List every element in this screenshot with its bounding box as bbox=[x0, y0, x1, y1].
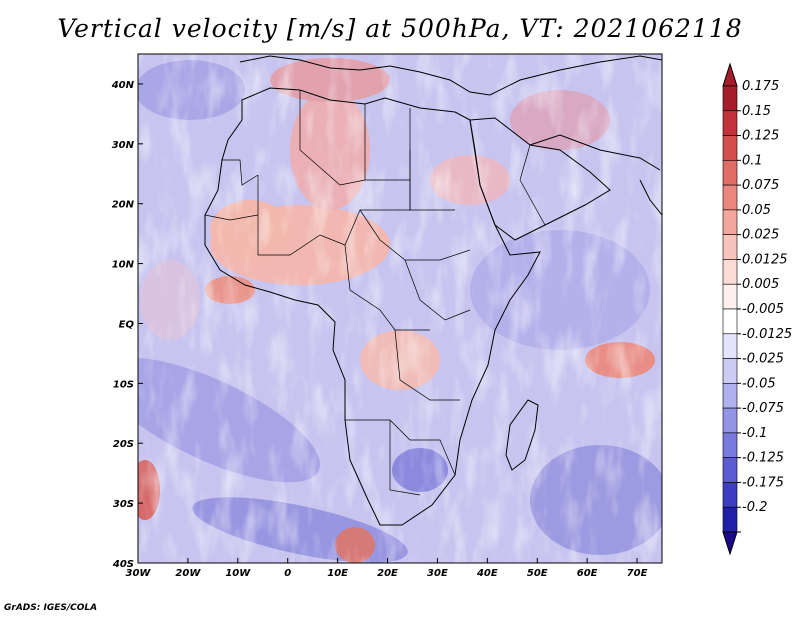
lon-tick-label: 30E bbox=[427, 568, 448, 579]
lon-tick-label: 60E bbox=[577, 568, 598, 579]
lat-tick-label: 20S bbox=[113, 439, 134, 450]
lon-tick-label: 10E bbox=[327, 568, 348, 579]
lat-tick-label: EQ bbox=[119, 319, 135, 330]
colorbar-label: 0.075 bbox=[742, 178, 779, 193]
colorbar-label: 0.025 bbox=[742, 228, 779, 243]
map-frame bbox=[137, 53, 663, 564]
colorbar-swatch bbox=[722, 110, 738, 136]
field-texture bbox=[138, 54, 662, 563]
velocity-field bbox=[138, 54, 662, 563]
lat-tick-label: 10S bbox=[113, 379, 134, 390]
colorbar-label: 0.0125 bbox=[742, 252, 788, 267]
colorbar-swatch bbox=[722, 160, 738, 186]
colorbar-swatch bbox=[722, 383, 738, 409]
madagascar-coastline bbox=[505, 399, 539, 471]
colorbar-swatch bbox=[722, 506, 738, 533]
grads-credit: GrADS: IGES/COLA bbox=[4, 603, 98, 613]
lon-tick-label: 20E bbox=[377, 568, 398, 579]
arabia-coastline bbox=[469, 117, 611, 241]
colorbar-label: -0.1 bbox=[742, 426, 767, 441]
colorbar: 0.175 0.15 0.125 0.1 0.075 0.05 0.025 0.0125 0.0… bbox=[722, 62, 792, 556]
colorbar-swatch bbox=[722, 184, 738, 211]
colorbar-label: 0.1 bbox=[742, 153, 763, 168]
colorbar-label: -0.0125 bbox=[742, 327, 792, 342]
colorbar-label: 0.05 bbox=[742, 203, 771, 218]
colorbar-label: -0.175 bbox=[742, 475, 784, 490]
lat-tick-label: 40S bbox=[112, 559, 134, 570]
map-title: Vertical velocity [m/s] at 500hPa, VT: 2… bbox=[57, 14, 743, 43]
africa-coastline bbox=[204, 87, 541, 526]
lon-tick-label: 0 bbox=[284, 568, 291, 579]
colorbar-swatch bbox=[722, 209, 738, 235]
colorbar-label: 0.125 bbox=[742, 129, 779, 144]
lon-tick-label: 20W bbox=[175, 568, 201, 579]
colorbar-label: -0.005 bbox=[742, 302, 784, 317]
lon-tick-label: 40E bbox=[476, 568, 498, 579]
lon-tick-label: 10W bbox=[225, 568, 251, 579]
lon-tick-label: 70E bbox=[627, 568, 648, 579]
colorbar-bottom-arrow bbox=[722, 531, 738, 556]
coastlines bbox=[204, 55, 662, 526]
colorbar-swatch bbox=[722, 234, 738, 260]
lat-axis: 40N 30N 20N 10N EQ 10S 20S 30S 40S bbox=[111, 80, 143, 570]
colorbar-label: -0.125 bbox=[742, 451, 784, 466]
colorbar-swatch bbox=[722, 135, 738, 161]
lon-axis: 30W 20W 10W 0 10E 20E 30E 40E 50E 60E 70E bbox=[126, 558, 648, 579]
lat-tick-label: 20N bbox=[112, 200, 135, 211]
lon-tick-label: 50E bbox=[527, 568, 548, 579]
colorbar-swatch bbox=[722, 358, 738, 384]
colorbar-label: 0.005 bbox=[742, 277, 779, 292]
colorbar-label: 0.175 bbox=[742, 79, 779, 94]
colorbar-swatch bbox=[722, 259, 738, 285]
india-coastline bbox=[639, 179, 662, 216]
colorbar-top-arrow bbox=[722, 62, 738, 87]
colorbar-swatch bbox=[722, 432, 738, 458]
colorbar-swatch bbox=[722, 407, 738, 434]
colorbar-label: -0.025 bbox=[742, 352, 784, 367]
lon-tick-label: 30W bbox=[126, 568, 152, 579]
lat-tick-label: 30S bbox=[113, 499, 134, 510]
lat-tick-label: 40N bbox=[111, 80, 135, 91]
colorbar-label: -0.075 bbox=[742, 401, 784, 416]
colorbar-label: -0.2 bbox=[742, 500, 767, 515]
colorbar-swatch bbox=[722, 283, 738, 310]
colorbar-label: -0.05 bbox=[742, 376, 776, 391]
lat-tick-label: 10N bbox=[112, 260, 135, 271]
colorbar-swatch bbox=[722, 308, 738, 335]
colorbar-swatch bbox=[722, 85, 738, 112]
colorbar-swatch bbox=[722, 333, 738, 359]
colorbar-swatch bbox=[722, 457, 738, 483]
colorbar-label: 0.15 bbox=[742, 104, 771, 119]
persia-coastline bbox=[529, 134, 661, 171]
country-borders bbox=[204, 90, 546, 496]
europe-coastline bbox=[239, 55, 662, 96]
colorbar-swatch bbox=[722, 482, 738, 508]
lat-tick-label: 30N bbox=[112, 140, 135, 151]
